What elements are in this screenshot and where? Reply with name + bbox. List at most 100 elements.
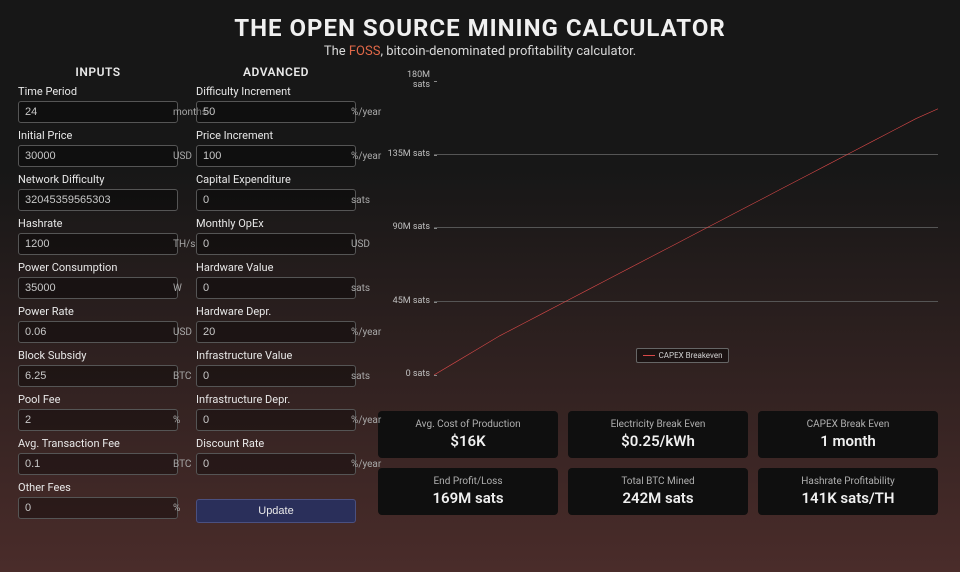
advanced-input-infra_depr[interactable] xyxy=(197,410,351,430)
advanced-unit-monthly_opex: USD xyxy=(351,239,376,250)
inputs-field-initial_price: Initial Price USD xyxy=(18,129,178,167)
y-axis-label: 90M sats xyxy=(393,223,430,233)
advanced-label-price_increment: Price Increment xyxy=(196,129,356,142)
inputs-input-wrap-other_fees: % xyxy=(18,497,178,519)
y-axis-label: 135M sats xyxy=(388,150,430,160)
advanced-input-capex[interactable] xyxy=(197,190,351,210)
advanced-input-wrap-monthly_opex: USD xyxy=(196,233,356,255)
advanced-label-hardware_depr: Hardware Depr. xyxy=(196,305,356,318)
stat-label: Avg. Cost of Production xyxy=(384,419,552,430)
advanced-field-monthly_opex: Monthly OpEx USD xyxy=(196,217,356,255)
advanced-header: ADVANCED xyxy=(196,65,356,79)
inputs-input-wrap-power_consumption: W xyxy=(18,277,178,299)
advanced-unit-hardware_value: sats xyxy=(351,283,376,294)
advanced-input-wrap-infra_depr: %/year xyxy=(196,409,356,431)
inputs-field-avg_tx_fee: Avg. Transaction Fee BTC xyxy=(18,437,178,475)
chart-plot: CAPEX Breakeven xyxy=(434,81,938,375)
advanced-input-discount_rate[interactable] xyxy=(197,454,351,474)
inputs-unit-block_subsidy: BTC xyxy=(173,371,197,382)
inputs-header: INPUTS xyxy=(18,65,178,79)
results-column: 180M sats135M sats90M sats45M sats0 sats… xyxy=(374,65,942,525)
stat-value: 169M sats xyxy=(384,489,552,507)
advanced-label-infra_value: Infrastructure Value xyxy=(196,349,356,362)
advanced-column: ADVANCED Difficulty Increment%/yearPrice… xyxy=(196,65,356,525)
inputs-input-pool_fee[interactable] xyxy=(19,410,173,430)
inputs-input-network_difficulty[interactable] xyxy=(19,190,177,210)
stat-label: Hashrate Profitability xyxy=(764,476,932,487)
inputs-label-network_difficulty: Network Difficulty xyxy=(18,173,178,186)
inputs-input-avg_tx_fee[interactable] xyxy=(19,454,173,474)
advanced-input-wrap-difficulty_increment: %/year xyxy=(196,101,356,123)
inputs-label-power_rate: Power Rate xyxy=(18,305,178,318)
advanced-input-monthly_opex[interactable] xyxy=(197,234,351,254)
advanced-input-wrap-infra_value: sats xyxy=(196,365,356,387)
inputs-field-pool_fee: Pool Fee% xyxy=(18,393,178,431)
stat-label: CAPEX Break Even xyxy=(764,419,932,430)
inputs-unit-avg_tx_fee: BTC xyxy=(173,459,197,470)
advanced-input-difficulty_increment[interactable] xyxy=(197,102,351,122)
inputs-input-other_fees[interactable] xyxy=(19,498,173,518)
chart-y-axis: 180M sats135M sats90M sats45M sats0 sats xyxy=(374,73,434,375)
advanced-input-wrap-hardware_depr: %/year xyxy=(196,321,356,343)
advanced-label-discount_rate: Discount Rate xyxy=(196,437,356,450)
page-subtitle: The FOSS, bitcoin-denominated profitabil… xyxy=(0,44,960,59)
advanced-label-infra_depr: Infrastructure Depr. xyxy=(196,393,356,406)
inputs-input-hashrate[interactable] xyxy=(19,234,173,254)
stats-grid: Avg. Cost of Production$16KElectricity B… xyxy=(374,411,942,515)
advanced-input-wrap-price_increment: %/year xyxy=(196,145,356,167)
advanced-unit-capex: sats xyxy=(351,195,376,206)
inputs-input-wrap-initial_price: USD xyxy=(18,145,178,167)
update-button[interactable]: Update xyxy=(196,499,356,523)
header: THE OPEN SOURCE MINING CALCULATOR The FO… xyxy=(0,0,960,65)
advanced-field-infra_depr: Infrastructure Depr. %/year xyxy=(196,393,356,431)
advanced-input-hardware_depr[interactable] xyxy=(197,322,351,342)
inputs-field-hashrate: HashrateTH/s xyxy=(18,217,178,255)
chart-area: 180M sats135M sats90M sats45M sats0 sats… xyxy=(374,73,942,393)
page-title: THE OPEN SOURCE MINING CALCULATOR xyxy=(0,14,960,42)
inputs-label-initial_price: Initial Price xyxy=(18,129,178,142)
advanced-input-wrap-capex: sats xyxy=(196,189,356,211)
inputs-label-avg_tx_fee: Avg. Transaction Fee xyxy=(18,437,178,450)
advanced-unit-discount_rate: %/year xyxy=(351,459,387,470)
inputs-input-wrap-network_difficulty xyxy=(18,189,178,211)
inputs-label-other_fees: Other Fees xyxy=(18,481,178,494)
inputs-field-network_difficulty: Network Difficulty xyxy=(18,173,178,211)
inputs-input-power_rate[interactable] xyxy=(19,322,173,342)
stat-card: CAPEX Break Even1 month xyxy=(758,411,938,458)
advanced-label-hardware_value: Hardware Value xyxy=(196,261,356,274)
inputs-input-time_period[interactable] xyxy=(19,102,173,122)
main-layout: INPUTS Time Periodmonths Initial Price USD… xyxy=(0,65,960,525)
stat-label: End Profit/Loss xyxy=(384,476,552,487)
inputs-field-power_consumption: Power Consumption W xyxy=(18,261,178,299)
advanced-input-infra_value[interactable] xyxy=(197,366,351,386)
inputs-input-wrap-power_rate: USD xyxy=(18,321,178,343)
inputs-input-initial_price[interactable] xyxy=(19,146,173,166)
inputs-field-block_subsidy: Block SubsidyBTC xyxy=(18,349,178,387)
advanced-field-capex: Capital Expendituresats xyxy=(196,173,356,211)
y-axis-label: 0 sats xyxy=(406,370,430,380)
stat-label: Total BTC Mined xyxy=(574,476,742,487)
inputs-field-time_period: Time Periodmonths xyxy=(18,85,178,123)
advanced-field-hardware_depr: Hardware Depr. %/year xyxy=(196,305,356,343)
stat-label: Electricity Break Even xyxy=(574,419,742,430)
advanced-field-price_increment: Price Increment %/year xyxy=(196,129,356,167)
stat-value: $0.25/kWh xyxy=(574,432,742,450)
advanced-field-infra_value: Infrastructure Value sats xyxy=(196,349,356,387)
inputs-column: INPUTS Time Periodmonths Initial Price USD… xyxy=(18,65,178,525)
inputs-input-wrap-time_period: months xyxy=(18,101,178,123)
inputs-unit-power_rate: USD xyxy=(173,327,198,338)
advanced-label-monthly_opex: Monthly OpEx xyxy=(196,217,356,230)
stat-value: 242M sats xyxy=(574,489,742,507)
inputs-input-power_consumption[interactable] xyxy=(19,278,173,298)
inputs-input-block_subsidy[interactable] xyxy=(19,366,173,386)
inputs-label-power_consumption: Power Consumption xyxy=(18,261,178,274)
advanced-input-wrap-discount_rate: %/year xyxy=(196,453,356,475)
inputs-input-wrap-avg_tx_fee: BTC xyxy=(18,453,178,475)
advanced-field-difficulty_increment: Difficulty Increment %/year xyxy=(196,85,356,123)
advanced-unit-infra_value: sats xyxy=(351,371,376,382)
advanced-input-hardware_value[interactable] xyxy=(197,278,351,298)
advanced-field-hardware_value: Hardware Valuesats xyxy=(196,261,356,299)
inputs-unit-power_consumption: W xyxy=(173,283,188,294)
advanced-input-price_increment[interactable] xyxy=(197,146,351,166)
advanced-label-difficulty_increment: Difficulty Increment xyxy=(196,85,356,98)
